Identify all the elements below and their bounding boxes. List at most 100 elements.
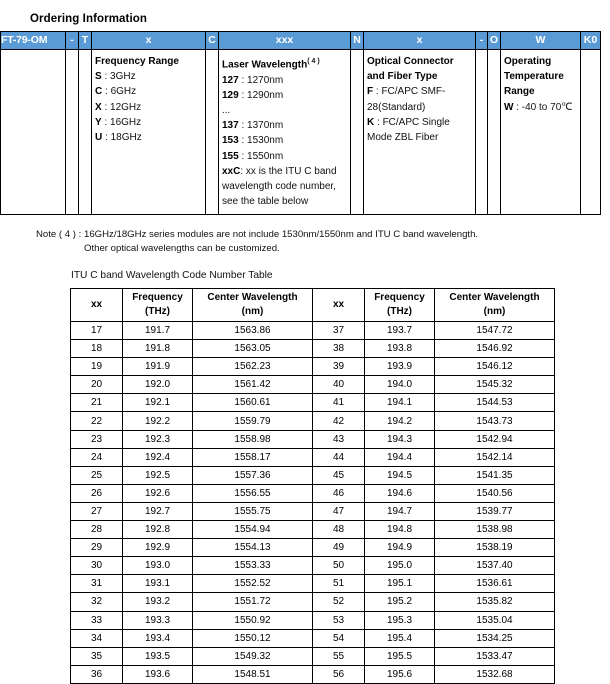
itu-cell-wavelength-left: 1563.86 [192,320,313,341]
ordering-cell-operating-temperature: Operating Temperature Range W : -40 to 7… [500,49,581,215]
itu-cell-wavelength-right: 1544.53 [434,393,555,413]
ordering-information-table: FT-79-OM - T x C xxx N x - O W K0 Freque… [0,31,601,215]
itu-cell-xx-left: 24 [70,447,123,467]
ordering-header-row: FT-79-OM - T x C xxx N x - O W K0 [0,31,601,50]
wavelength-option: 153 : 1530nm [222,135,284,147]
ordering-cell-dash2-blank [475,49,488,215]
itu-cell-wavelength-left: 1560.61 [192,393,313,413]
wavelength-option: 155 : 1550nm [222,150,284,162]
itu-cell-wavelength-right: 1547.72 [434,320,555,341]
itu-cell-frequency-left: 193.0 [122,556,193,576]
itu-wavelength-code-table: xx Frequency (THz) Center Wavelength (nm… [70,288,555,684]
itu-cell-frequency-left: 191.7 [122,320,193,341]
itu-cell-wavelength-right: 1542.14 [434,447,555,467]
frequency-option: S : 3GHz [95,71,136,83]
ordering-body-row: Frequency Range S : 3GHz C : 6GHz X : 12… [0,49,601,215]
ordering-cell-frequency-range: Frequency Range S : 3GHz C : 6GHz X : 12… [91,49,206,215]
itu-cell-wavelength-left: 1549.32 [192,646,313,666]
itu-cell-xx-right: 37 [312,320,365,341]
itu-table-body: 17 191.7 1563.86 37 193.7 1547.72 18 191.8 1563.… [70,320,555,684]
itu-header-frequency-right: Frequency (THz) [364,288,435,322]
table-row: 34 193.4 1550.12 54 195.4 1534.25 [70,628,555,648]
itu-cell-xx-right: 38 [312,339,365,359]
itu-cell-xx-right: 43 [312,429,365,449]
itu-cell-xx-left: 22 [70,411,123,431]
frequency-option: C : 6GHz [95,86,137,98]
footnote-line-2: Other optical wavelengths can be customi… [84,243,280,254]
table-row: 29 192.9 1554.13 49 194.9 1538.19 [70,538,555,558]
itu-cell-xx-right: 46 [312,483,365,503]
itu-cell-wavelength-left: 1548.51 [192,664,313,684]
itu-cell-xx-left: 21 [70,393,123,413]
itu-cell-frequency-right: 194.8 [364,520,435,540]
itu-cell-xx-left: 35 [70,646,123,666]
itu-cell-wavelength-left: 1550.92 [192,610,313,630]
itu-header-xx-right: xx [312,288,365,322]
frequency-range-title: Frequency Range [95,56,179,67]
itu-cell-xx-left: 17 [70,320,123,341]
ordering-cell-model-blank [0,49,66,215]
itu-cell-frequency-right: 193.8 [364,339,435,359]
ordering-header-cell-connector: x [363,31,476,50]
table-row: 17 191.7 1563.86 37 193.7 1547.72 [70,320,555,341]
ordering-cell-o-blank [487,49,501,215]
table-row: 33 193.3 1550.92 53 195.3 1535.04 [70,610,555,630]
itu-cell-wavelength-left: 1558.17 [192,447,313,467]
ordering-header-cell-o: O [487,31,501,50]
table-row: 25 192.5 1557.36 45 194.5 1541.35 [70,465,555,485]
itu-cell-frequency-right: 194.1 [364,393,435,413]
itu-header-wavelength-right: Center Wavelength (nm) [434,288,555,322]
page-title: Ordering Information [30,13,147,25]
laser-wavelength-title: Laser Wavelength [222,59,308,71]
itu-cell-xx-left: 29 [70,538,123,558]
itu-cell-xx-right: 52 [312,592,365,612]
itu-cell-frequency-left: 193.1 [122,574,193,594]
itu-table-caption: ITU C band Wavelength Code Number Table [71,270,273,281]
table-row: 31 193.1 1552.52 51 195.1 1536.61 [70,574,555,594]
wavelength-ellipsis: ... [222,104,231,116]
itu-cell-xx-left: 34 [70,628,123,648]
itu-cell-wavelength-right: 1534.25 [434,628,555,648]
frequency-option: X : 12GHz [95,101,142,113]
itu-cell-wavelength-right: 1545.32 [434,375,555,395]
itu-cell-wavelength-left: 1552.52 [192,574,313,594]
itu-cell-frequency-left: 191.9 [122,357,193,377]
itu-cell-wavelength-left: 1563.05 [192,339,313,359]
itu-cell-xx-right: 42 [312,411,365,431]
footnote-block: Note ( 4 ) : 16GHz/18GHz series modules … [36,228,478,256]
footnote-line-1: Note ( 4 ) : 16GHz/18GHz series modules … [36,229,479,240]
ordering-header-cell-dash2: - [475,31,488,50]
wavelength-option: 129 : 1290nm [222,89,284,101]
itu-cell-xx-right: 45 [312,465,365,485]
itu-cell-frequency-right: 194.3 [364,429,435,449]
itu-cell-wavelength-right: 1546.92 [434,339,555,359]
itu-cell-wavelength-left: 1558.98 [192,429,313,449]
ordering-header-cell-n: N [350,31,364,50]
itu-header-wavelength-left: Center Wavelength (nm) [192,288,313,322]
ordering-header-cell-k0: K0 [580,31,601,50]
itu-cell-wavelength-right: 1543.73 [434,411,555,431]
wavelength-itu-note-line2: wavelength code number, [222,180,336,192]
itu-cell-frequency-left: 192.7 [122,501,193,522]
table-row: 26 192.6 1556.55 46 194.6 1540.56 [70,483,555,503]
table-row: 18 191.8 1563.05 38 193.8 1546.92 [70,339,555,359]
itu-cell-frequency-left: 193.4 [122,628,193,648]
itu-cell-xx-right: 56 [312,664,365,684]
itu-cell-wavelength-left: 1554.94 [192,520,313,540]
itu-cell-wavelength-right: 1539.77 [434,501,555,522]
itu-cell-xx-left: 18 [70,339,123,359]
itu-cell-xx-left: 32 [70,592,123,612]
itu-cell-wavelength-right: 1541.35 [434,465,555,485]
itu-cell-frequency-right: 195.2 [364,592,435,612]
itu-cell-wavelength-left: 1556.55 [192,483,313,503]
operating-temp-title-line2: Temperature [504,71,564,83]
itu-cell-xx-right: 47 [312,501,365,522]
table-row: 19 191.9 1562.23 39 193.9 1546.12 [70,357,555,377]
table-row: 21 192.1 1560.61 41 194.1 1544.53 [70,393,555,413]
itu-cell-frequency-left: 191.8 [122,339,193,359]
table-row: 36 193.6 1548.51 56 195.6 1532.68 [70,664,555,684]
itu-cell-xx-right: 44 [312,447,365,467]
ordering-header-cell-wavelength: xxx [218,31,351,50]
table-row: 30 193.0 1553.33 50 195.0 1537.40 [70,556,555,576]
itu-cell-frequency-left: 192.2 [122,411,193,431]
